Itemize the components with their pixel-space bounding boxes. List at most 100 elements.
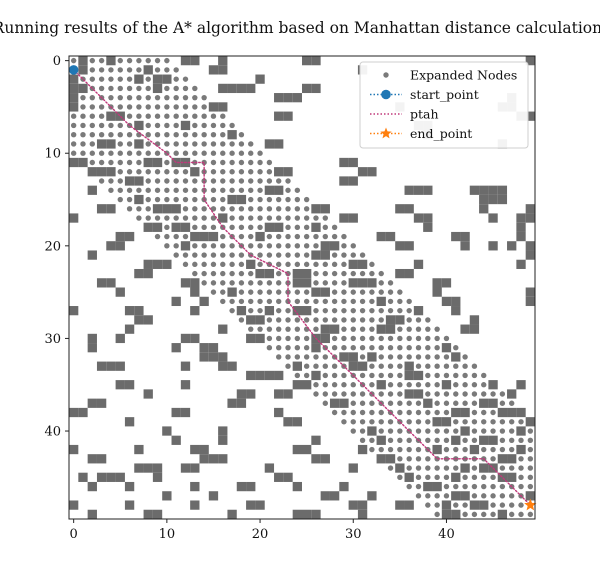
obstacle-cell [525,417,535,427]
expanded-node [294,196,301,203]
expanded-node [164,215,170,221]
obstacle-cell [320,250,330,260]
obstacle-cell [87,481,97,492]
expanded-node [108,178,114,184]
expanded-node [471,372,478,379]
obstacle-cell [218,213,228,223]
obstacle-cell [329,324,340,334]
obstacle-cell [395,463,405,473]
expanded-node [98,67,105,73]
obstacle-cell [516,259,526,269]
expanded-node [210,224,217,231]
expanded-node [192,113,198,119]
expanded-node [145,94,151,101]
obstacle-cell [479,463,489,473]
expanded-node [164,243,170,249]
expanded-node [210,159,217,166]
obstacle-cell [329,241,340,251]
obstacle-cell [479,204,489,214]
expanded-node [266,233,273,240]
expanded-node [70,122,77,129]
expanded-node [341,317,347,323]
obstacle-cell [488,398,498,408]
expanded-node [471,511,478,518]
obstacle-cell [292,481,302,492]
expanded-node [182,261,189,268]
expanded-node [229,243,235,249]
obstacle-cell [525,213,535,223]
expanded-node [276,206,282,212]
expanded-node [136,104,142,110]
expanded-node [313,363,319,369]
obstacle-cell [348,176,358,186]
obstacle-cell [302,509,312,519]
expanded-node [387,419,394,425]
expanded-node [285,243,291,249]
expanded-node [248,150,254,156]
expanded-node [369,335,375,342]
obstacle-cell [96,398,107,408]
expanded-node [341,419,347,425]
obstacle-cell [413,370,424,381]
obstacle-cell [274,389,284,399]
obstacle-cell [143,509,153,519]
expanded-node [471,474,478,481]
expanded-node [397,344,403,351]
expanded-node [443,483,450,490]
obstacle-cell [320,333,330,344]
obstacle-cell [199,231,209,242]
expanded-node [192,132,198,138]
expanded-node [98,85,105,92]
expanded-node [303,252,310,258]
expanded-node [136,67,142,73]
expanded-node [192,224,198,231]
obstacle-cell [376,296,386,307]
obstacle-cell [302,56,312,66]
expanded-node [341,261,347,268]
expanded-node [322,391,328,397]
expanded-node [425,344,431,351]
expanded-node [266,178,273,184]
expanded-node [462,372,468,379]
expanded-node [499,446,506,453]
expanded-node [453,363,459,369]
obstacle-cell [152,74,163,84]
expanded-node [331,307,338,314]
expanded-node [350,391,356,397]
expanded-node [387,298,394,305]
obstacle-cell [460,463,470,473]
obstacle-cell [255,315,265,325]
expanded-node [210,122,217,129]
expanded-node [359,298,366,305]
expanded-node [266,317,273,323]
expanded-node [136,57,142,64]
expanded-node [285,187,291,193]
obstacle-cell [348,278,358,288]
expanded-node [462,502,468,508]
y-tick-label: 10 [44,147,61,162]
obstacle-cell [357,278,368,288]
expanded-node [117,187,123,193]
expanded-node [387,382,394,388]
expanded-node [285,178,291,184]
expanded-node [322,298,328,305]
expanded-node [164,233,170,240]
expanded-node [164,113,170,119]
obstacle-cell [143,222,153,232]
expanded-node [266,344,273,351]
obstacle-cell [143,268,153,279]
expanded-node [434,502,440,508]
expanded-node [415,382,422,388]
expanded-node [126,104,133,110]
expanded-node [98,150,105,156]
expanded-node [89,104,96,110]
expanded-node [415,428,422,434]
expanded-node [248,224,254,231]
expanded-node [70,150,77,156]
obstacle-cell [106,278,116,288]
expanded-node [257,196,263,203]
expanded-node [220,132,226,138]
expanded-node [443,400,450,406]
expanded-node [453,419,459,425]
